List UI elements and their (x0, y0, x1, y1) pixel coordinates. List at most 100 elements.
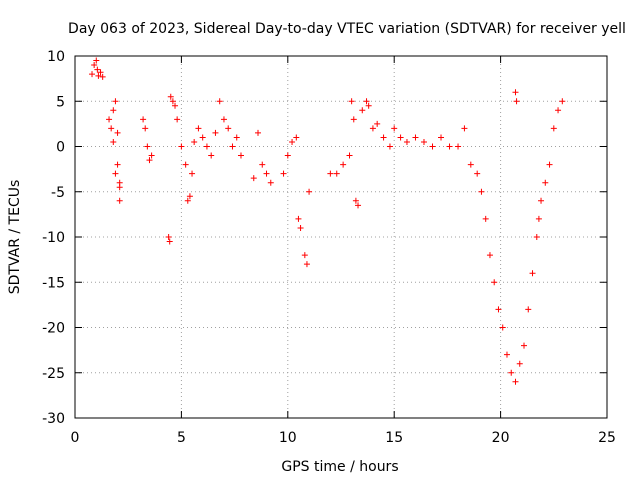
data-point (172, 102, 179, 109)
data-point (114, 161, 121, 168)
data-point (110, 107, 117, 114)
data-point (191, 138, 198, 145)
data-point (301, 252, 308, 259)
data-point (144, 143, 151, 150)
data-point (106, 116, 113, 123)
data-point (512, 378, 519, 385)
data-point (112, 170, 119, 177)
data-point (386, 143, 393, 150)
data-point (178, 143, 185, 150)
data-point (420, 138, 427, 145)
data-point (365, 102, 372, 109)
data-point (203, 143, 210, 150)
data-point (461, 125, 468, 132)
data-point (346, 152, 353, 159)
data-point (350, 116, 357, 123)
data-markers (89, 57, 566, 385)
data-point (255, 129, 262, 136)
data-point (94, 66, 101, 73)
data-point (374, 120, 381, 127)
y-tick-label: 5 (56, 94, 65, 110)
data-point (199, 134, 206, 141)
axis-ticks: 0 5 10 15 20 25 -30 -25 -20 -15 -10 -5 0 5 10 (42, 49, 616, 446)
data-point (516, 360, 523, 367)
data-point (499, 324, 506, 331)
data-point (535, 215, 542, 222)
y-tick-label: -30 (42, 411, 65, 427)
data-point (293, 134, 300, 141)
data-point (229, 143, 236, 150)
data-point (521, 342, 528, 349)
data-point (93, 57, 100, 64)
data-point (412, 134, 419, 141)
data-point (95, 72, 102, 79)
data-point (91, 62, 98, 69)
data-point (333, 170, 340, 177)
data-point (542, 179, 549, 186)
data-point (503, 351, 510, 358)
data-point (259, 161, 266, 168)
data-point (525, 306, 532, 313)
data-point (110, 138, 117, 145)
x-tick-label: 10 (279, 430, 297, 446)
x-tick-label: 25 (598, 430, 616, 446)
data-point (267, 179, 274, 186)
data-point (186, 193, 193, 200)
y-tick-label: 10 (47, 49, 65, 65)
data-point (355, 202, 362, 209)
data-point (195, 125, 202, 132)
data-point (391, 125, 398, 132)
data-point (352, 197, 359, 204)
data-point (555, 107, 562, 114)
data-point (297, 224, 304, 231)
data-point (369, 125, 376, 132)
y-tick-label: -25 (42, 366, 65, 382)
data-point (474, 170, 481, 177)
data-point (146, 157, 153, 164)
data-point (174, 116, 181, 123)
y-tick-label: 0 (56, 140, 65, 156)
data-point (397, 134, 404, 141)
data-point (538, 197, 545, 204)
data-point (89, 71, 96, 78)
data-point (289, 138, 296, 145)
data-point (467, 161, 474, 168)
data-point (512, 89, 519, 96)
data-point (306, 188, 313, 195)
data-point (250, 175, 257, 182)
data-point (99, 73, 106, 80)
data-point (167, 93, 174, 100)
y-tick-label: -20 (42, 321, 65, 337)
data-point (108, 125, 115, 132)
data-point (550, 125, 557, 132)
x-tick-label: 5 (177, 430, 186, 446)
data-point (559, 98, 566, 105)
data-point (508, 369, 515, 376)
data-point (112, 98, 119, 105)
data-point (233, 134, 240, 141)
data-point (495, 306, 502, 313)
data-point (225, 125, 232, 132)
data-point (114, 129, 121, 136)
data-point (182, 161, 189, 168)
data-point (380, 134, 387, 141)
data-point (295, 215, 302, 222)
y-tick-label: -10 (42, 230, 65, 246)
data-point (403, 138, 410, 145)
data-point (363, 98, 370, 105)
data-point (284, 152, 291, 159)
data-point (546, 161, 553, 168)
grid-lines (75, 56, 607, 418)
data-point (478, 188, 485, 195)
data-point (429, 143, 436, 150)
data-point (348, 98, 355, 105)
data-point (212, 129, 219, 136)
data-point (529, 270, 536, 277)
data-point (208, 152, 215, 159)
data-point (169, 98, 176, 105)
x-tick-label: 0 (71, 430, 80, 446)
x-axis-label: GPS time / hours (281, 459, 398, 475)
data-point (220, 116, 227, 123)
data-point (97, 69, 104, 76)
data-point (216, 98, 223, 105)
